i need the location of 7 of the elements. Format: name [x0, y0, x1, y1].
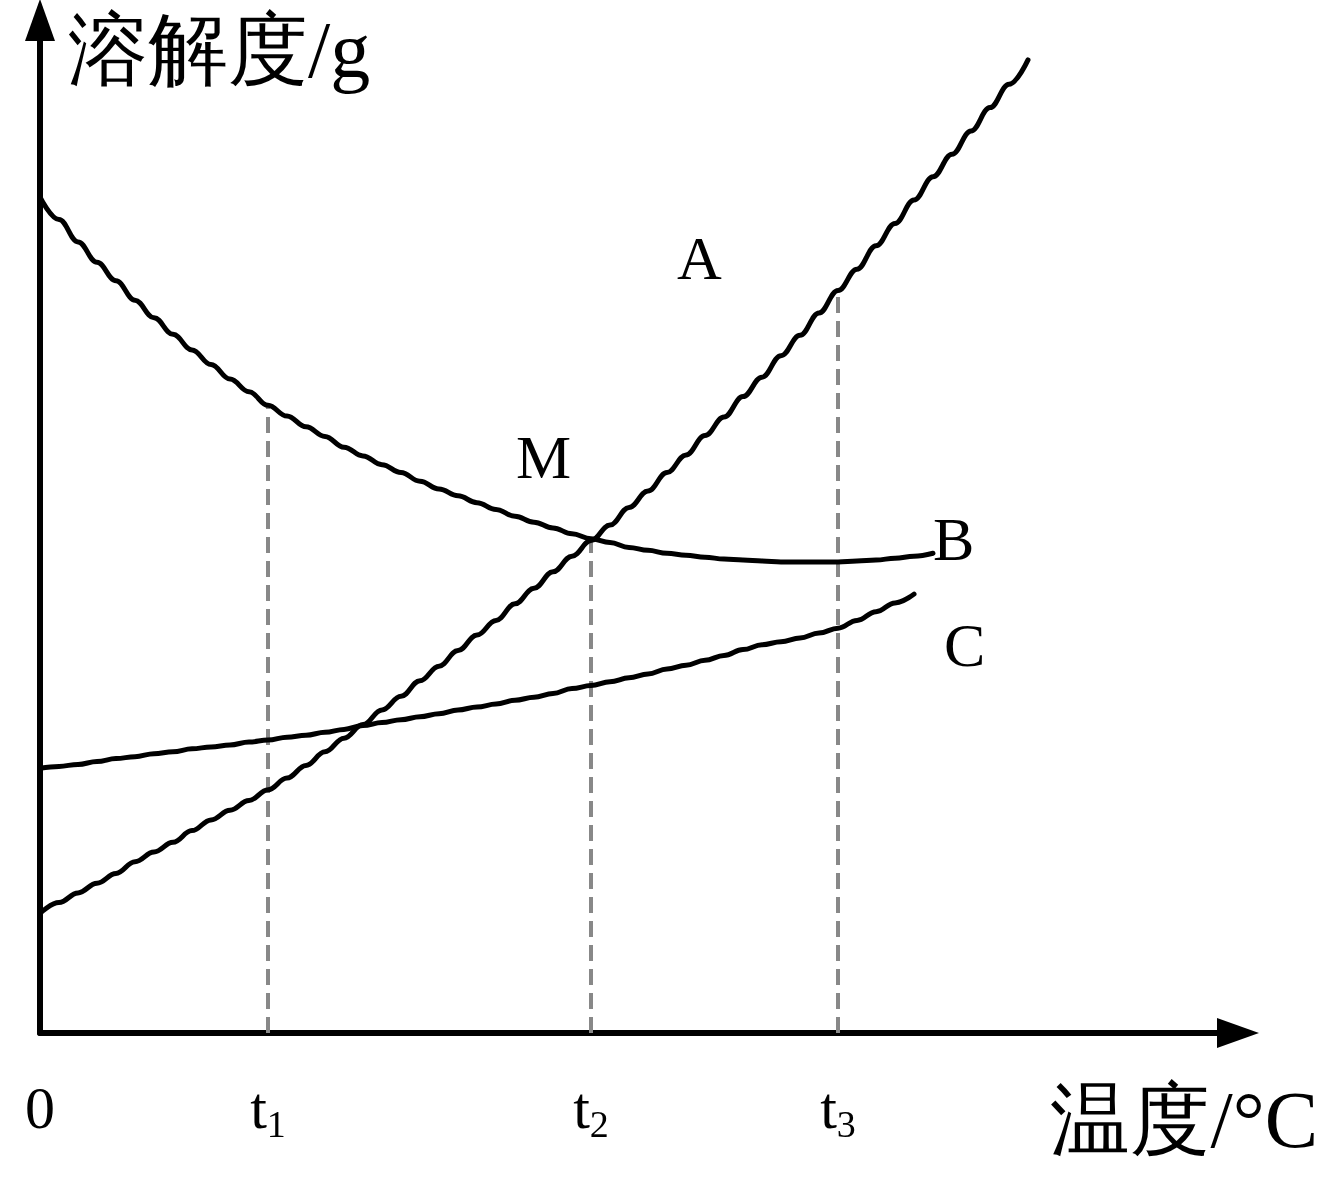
series-label: A — [677, 224, 722, 293]
x-axis-title: 温度/°C — [1050, 1076, 1318, 1164]
series-label: C — [944, 611, 986, 680]
y-axis-title: 溶解度/g — [68, 6, 371, 94]
series-label: B — [933, 505, 975, 574]
annotation: M — [516, 422, 572, 491]
x-tick-label: 0 — [25, 1075, 55, 1141]
